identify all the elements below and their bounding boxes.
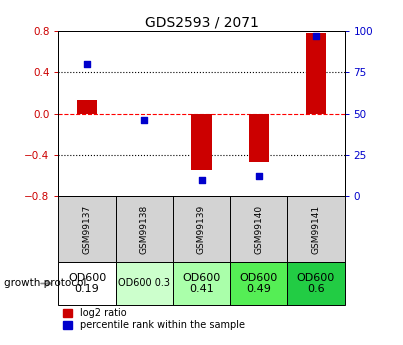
Point xyxy=(256,174,262,179)
Point xyxy=(313,33,319,39)
Point xyxy=(198,177,205,182)
Text: OD600
0.6: OD600 0.6 xyxy=(297,273,335,294)
Text: OD600 0.3: OD600 0.3 xyxy=(118,278,170,288)
Bar xyxy=(116,196,173,262)
Bar xyxy=(173,196,230,262)
Bar xyxy=(230,196,287,262)
Point xyxy=(141,117,147,123)
Bar xyxy=(116,262,173,305)
Bar xyxy=(77,100,97,114)
Text: OD600
0.49: OD600 0.49 xyxy=(240,273,278,294)
Text: growth protocol: growth protocol xyxy=(4,278,86,288)
Bar xyxy=(306,33,326,114)
Point xyxy=(84,61,90,67)
Title: GDS2593 / 2071: GDS2593 / 2071 xyxy=(145,16,258,30)
Text: OD600
0.41: OD600 0.41 xyxy=(183,273,220,294)
Text: GSM99139: GSM99139 xyxy=(197,205,206,254)
Bar xyxy=(287,262,345,305)
Bar xyxy=(58,196,116,262)
Bar xyxy=(230,262,287,305)
Bar xyxy=(58,262,116,305)
Bar xyxy=(173,262,230,305)
Bar xyxy=(191,114,212,170)
Text: GSM99141: GSM99141 xyxy=(312,205,320,254)
Bar xyxy=(249,114,269,162)
Text: GSM99137: GSM99137 xyxy=(83,205,91,254)
Bar xyxy=(287,196,345,262)
Legend: log2 ratio, percentile rank within the sample: log2 ratio, percentile rank within the s… xyxy=(63,308,245,330)
Text: OD600
0.19: OD600 0.19 xyxy=(68,273,106,294)
Text: GSM99140: GSM99140 xyxy=(254,205,263,254)
Text: GSM99138: GSM99138 xyxy=(140,205,149,254)
